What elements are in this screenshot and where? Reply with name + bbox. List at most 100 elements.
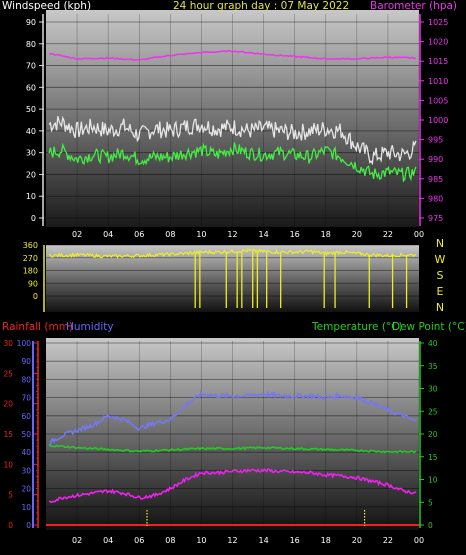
- top-x-tick-label: 20: [352, 230, 362, 239]
- wind-tick-label: 30: [26, 149, 36, 158]
- bottom-x-tick-label: 04: [103, 536, 113, 545]
- top-x-tick-label: 10: [196, 230, 206, 239]
- bottom-x-tick-label: 02: [72, 536, 82, 545]
- baro-tick-label: 990: [428, 155, 443, 164]
- compass-label: S: [437, 269, 444, 282]
- humidity-tick-label: 20: [21, 485, 31, 494]
- compass-label: N: [436, 301, 444, 314]
- bottom-x-tick-label: 20: [352, 536, 362, 545]
- baro-tick-label: 1010: [428, 77, 448, 86]
- baro-tick-label: 995: [428, 136, 443, 145]
- top-x-tick-label: 04: [103, 230, 113, 239]
- temperature-tick-label: 15: [428, 453, 438, 462]
- compass-label: E: [437, 285, 444, 298]
- dew-point-title: Dew Point (°C): [392, 321, 466, 333]
- wind-tick-label: 10: [26, 192, 36, 201]
- rainfall-title: Rainfall (mm): [2, 321, 73, 333]
- humidity-tick-label: 60: [21, 412, 31, 421]
- top-x-tick-label: 14: [258, 230, 268, 239]
- temperature-tick-label: 20: [428, 430, 438, 439]
- temperature-tick-label: 0: [428, 521, 433, 530]
- humidity-tick-label: 100: [17, 339, 32, 348]
- baro-tick-label: 1020: [428, 38, 448, 47]
- humidity-tick-label: 40: [21, 448, 31, 457]
- top-panel-background: [46, 10, 419, 227]
- dew-point-line: [48, 468, 417, 504]
- rainfall-tick-label: 0: [8, 521, 13, 530]
- wind-tick-label: 20: [26, 170, 36, 179]
- top-x-tick-label: 08: [165, 230, 175, 239]
- top-x-tick-label: 18: [321, 230, 331, 239]
- temperature-tick-label: 30: [428, 385, 438, 394]
- baro-tick-label: 1005: [428, 96, 448, 105]
- temperature-title: Temperature (°C): [311, 321, 403, 333]
- humidity-tick-label: 10: [21, 503, 31, 512]
- bottom-x-tick-label: 08: [165, 536, 175, 545]
- direction-tick-label: 0: [33, 292, 38, 301]
- top-x-tick-label: 02: [72, 230, 82, 239]
- compass-label: W: [435, 253, 446, 266]
- wind-gust-line: [48, 115, 417, 166]
- humidity-tick-label: 0: [26, 521, 31, 530]
- temperature-tick-label: 5: [428, 498, 433, 507]
- bottom-x-tick-label: 00: [414, 536, 424, 545]
- wind-tick-label: 40: [26, 127, 36, 136]
- wind-direction-line: [48, 248, 417, 259]
- direction-tick-label: 360: [23, 241, 38, 250]
- baro-tick-label: 975: [428, 214, 443, 223]
- rainfall-tick-label: 5: [8, 491, 13, 500]
- temperature-tick-label: 25: [428, 407, 438, 416]
- bottom-x-tick-label: 12: [227, 536, 237, 545]
- wind-average-line: [48, 142, 417, 183]
- temperature-tick-label: 10: [428, 476, 438, 485]
- chart-marks: [46, 49, 419, 526]
- bottom-x-tick-label: 18: [321, 536, 331, 545]
- top-x-tick-label: 06: [134, 230, 144, 239]
- humidity-tick-label: 80: [21, 375, 31, 384]
- wind-tick-label: 60: [26, 83, 36, 92]
- baro-tick-label: 980: [428, 194, 443, 203]
- rainfall-tick-label: 25: [3, 369, 13, 378]
- bottom-x-tick-label: 10: [196, 536, 206, 545]
- humidity-line: [48, 390, 417, 446]
- direction-tick-label: 270: [23, 254, 38, 263]
- barometer-title: Barometer (hpa): [370, 0, 457, 12]
- rainfall-tick-label: 15: [3, 430, 13, 439]
- bottom-x-tick-label: 14: [258, 536, 268, 545]
- top-x-tick-label: 00: [414, 230, 424, 239]
- bottom-x-tick-label: 16: [290, 536, 300, 545]
- compass-label: N: [436, 237, 444, 250]
- temperature-tick-label: 35: [428, 362, 438, 371]
- baro-tick-label: 1025: [428, 18, 448, 27]
- direction-tick-label: 180: [23, 267, 38, 276]
- temperature-tick-label: 40: [428, 339, 438, 348]
- wind-title: Windspeed (kph): [2, 0, 91, 12]
- humidity-tick-label: 90: [21, 357, 31, 366]
- humidity-tick-label: 70: [21, 394, 31, 403]
- wind-tick-label: 70: [26, 62, 36, 71]
- graph-title: 24 hour graph day : 07 May 2022: [173, 0, 349, 12]
- top-x-tick-label: 12: [227, 230, 237, 239]
- bottom-x-tick-label: 22: [383, 536, 393, 545]
- bottom-x-tick-label: 06: [134, 536, 144, 545]
- baro-tick-label: 1015: [428, 57, 448, 66]
- wind-tick-label: 90: [26, 18, 36, 27]
- wind-tick-label: 50: [26, 105, 36, 114]
- humidity-tick-label: 50: [21, 430, 31, 439]
- wind-tick-label: 0: [31, 214, 36, 223]
- baro-tick-label: 1000: [428, 116, 448, 125]
- temperature-line: [48, 444, 417, 454]
- direction-tick-label: 90: [28, 279, 38, 288]
- rainfall-tick-label: 20: [3, 400, 13, 409]
- barometer-line: [49, 49, 417, 61]
- baro-tick-label: 985: [428, 175, 443, 184]
- wind-tick-label: 80: [26, 40, 36, 49]
- axes: 0102030405060708090975980985990995100010…: [3, 14, 448, 545]
- humidity-title: Humidity: [66, 321, 114, 333]
- rainfall-tick-label: 30: [3, 339, 13, 348]
- humidity-tick-label: 30: [21, 466, 31, 475]
- top-x-tick-label: 22: [383, 230, 393, 239]
- rainfall-tick-label: 10: [3, 460, 13, 469]
